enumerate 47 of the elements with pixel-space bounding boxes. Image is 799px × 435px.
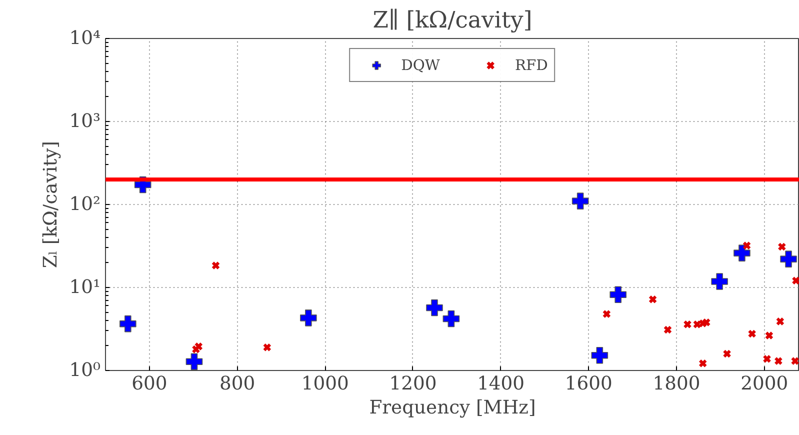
point	[774, 356, 783, 366]
point	[194, 342, 203, 351]
point	[120, 315, 136, 332]
point	[780, 250, 797, 268]
legend-label: RFD	[514, 56, 548, 74]
point	[734, 244, 750, 262]
point	[426, 299, 443, 316]
chart-title: Z∥ [kΩ/cavity]	[372, 8, 532, 34]
point	[192, 344, 200, 354]
x-tick-label: 1200	[389, 374, 437, 394]
point	[790, 356, 799, 366]
x-tick-label: 1600	[564, 374, 612, 394]
x-tick-label: 1800	[652, 374, 700, 394]
point	[602, 310, 611, 318]
x-tick-label: 800	[219, 374, 256, 394]
point	[300, 310, 317, 326]
legend-label: DQW	[401, 56, 440, 74]
point	[591, 347, 608, 364]
point	[764, 331, 774, 340]
point	[211, 261, 220, 270]
point	[262, 343, 272, 352]
point	[572, 192, 589, 210]
point	[698, 359, 708, 368]
point	[442, 310, 460, 328]
point	[748, 329, 756, 338]
x-tick-label: 1400	[477, 374, 525, 394]
point	[663, 325, 672, 334]
point	[711, 273, 728, 290]
y-tick-label: 10²	[69, 194, 100, 215]
point	[778, 242, 786, 252]
x-tick-label: 600	[132, 374, 168, 394]
y-axis-title: Zₗ [kΩ/cavity]	[40, 140, 62, 268]
y-tick-label: 10¹	[69, 277, 100, 298]
y-tick-label: 10⁴	[69, 28, 100, 49]
x-tick-label: 1000	[301, 374, 349, 394]
point	[722, 349, 732, 358]
point	[648, 295, 658, 304]
y-tick-label: 10⁰	[69, 360, 100, 381]
x-axis-title: Frequency [MHz]	[369, 398, 536, 418]
point	[186, 353, 203, 370]
y-tick-label: 10³	[69, 111, 100, 132]
point	[792, 276, 799, 285]
point	[742, 241, 752, 250]
point	[762, 354, 772, 364]
x-tick-label: 2000	[740, 374, 788, 394]
point	[610, 286, 626, 304]
point	[776, 317, 784, 326]
